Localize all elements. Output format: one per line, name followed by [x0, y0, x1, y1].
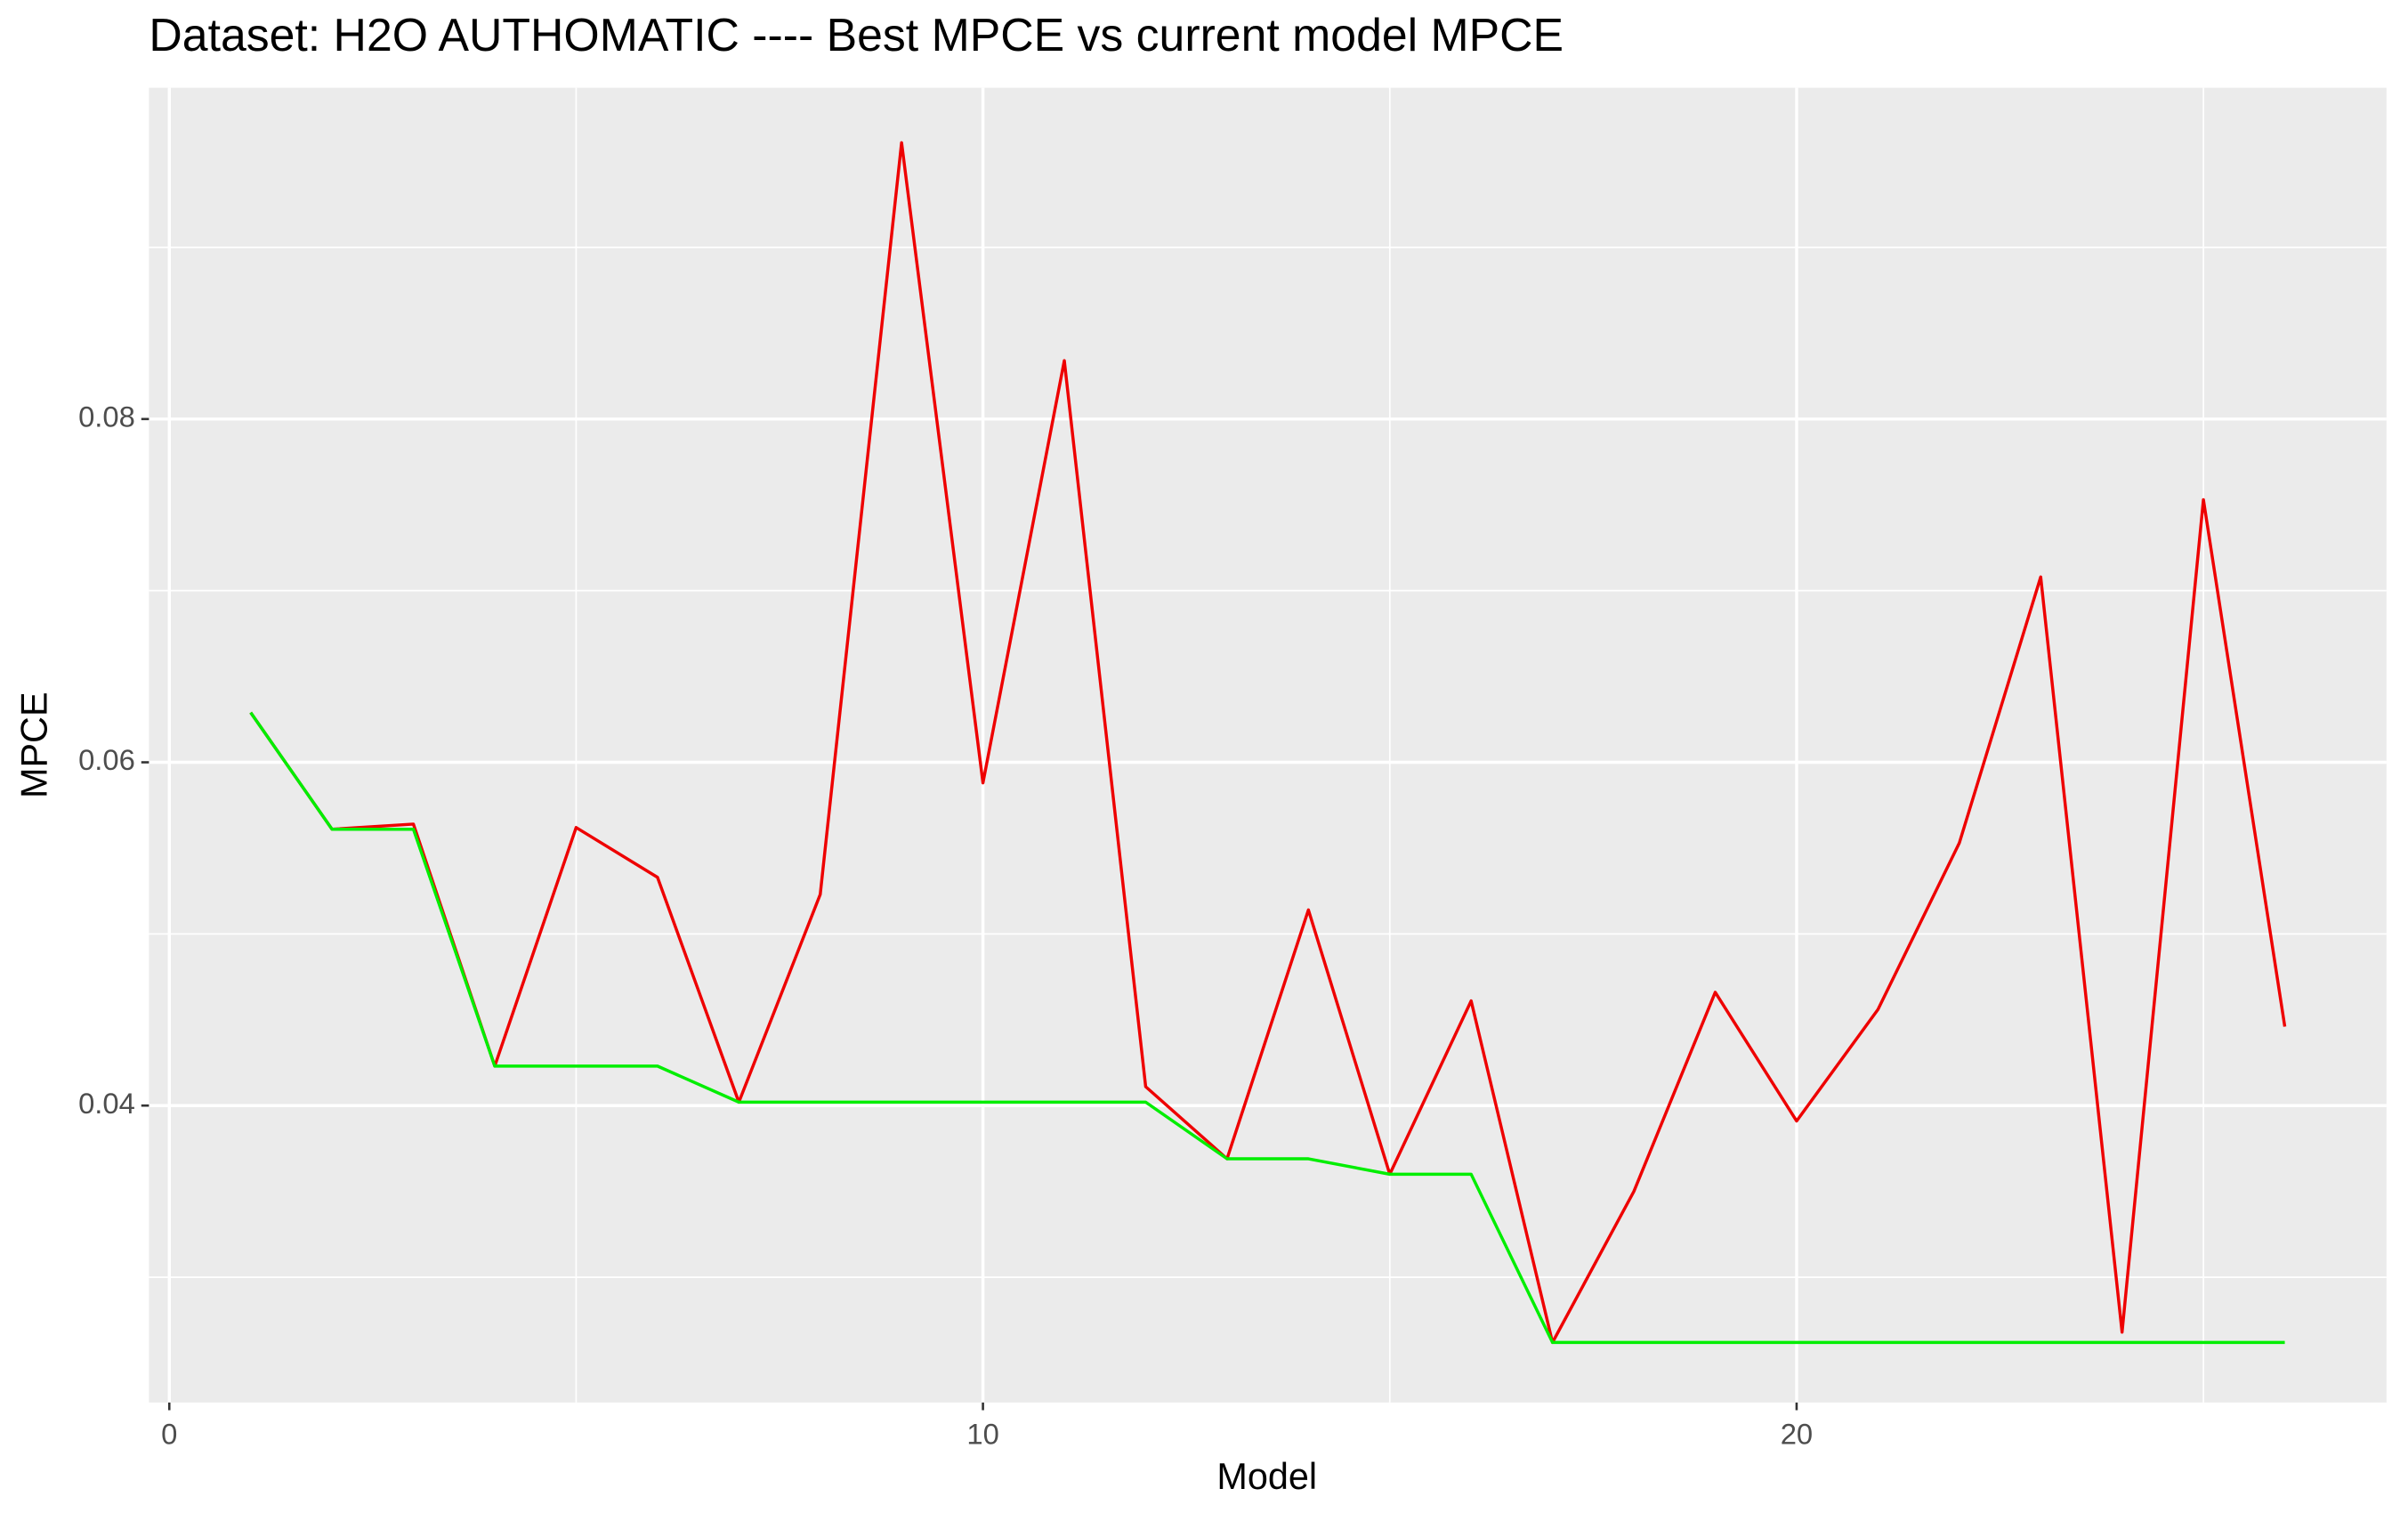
y-tick-label: 0.04 [78, 1087, 135, 1120]
x-tick-label: 10 [966, 1417, 998, 1450]
y-tick-label: 0.08 [78, 400, 135, 433]
series-line [249, 711, 2285, 1345]
plot-panel [149, 87, 2387, 1403]
y-axis-label: MPCE [13, 692, 54, 798]
lines [249, 141, 2287, 1345]
x-axis-label: Model [1216, 1456, 1317, 1497]
series-line [249, 141, 2287, 1345]
y-tick-label: 0.06 [78, 743, 135, 776]
x-tick-label: 20 [1781, 1417, 1813, 1450]
x-tick-label: 0 [161, 1417, 177, 1450]
grid [149, 87, 2387, 1403]
chart-title: Dataset: H2O AUTHOMATIC ---- Best MPCE v… [149, 9, 1564, 61]
